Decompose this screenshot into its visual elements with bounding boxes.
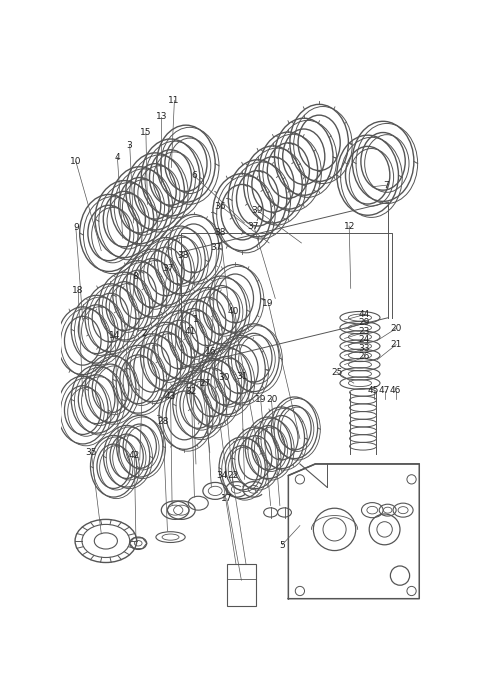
Text: 2: 2 — [142, 329, 147, 338]
Text: 4: 4 — [115, 152, 120, 161]
Text: 32: 32 — [186, 387, 197, 396]
Text: 22: 22 — [227, 471, 238, 480]
Text: 24: 24 — [359, 335, 370, 344]
Text: 37: 37 — [211, 243, 222, 252]
Text: 17: 17 — [221, 494, 232, 503]
Text: 36: 36 — [215, 201, 226, 210]
Text: 29: 29 — [359, 319, 370, 328]
Text: 8: 8 — [132, 273, 138, 282]
Text: 1: 1 — [192, 315, 198, 324]
Text: 34: 34 — [216, 471, 228, 480]
Text: 26: 26 — [359, 353, 370, 362]
Text: 25: 25 — [331, 368, 342, 377]
Text: 31: 31 — [236, 372, 247, 381]
Text: 19: 19 — [255, 395, 266, 404]
Text: 5: 5 — [279, 540, 285, 549]
Text: 37: 37 — [248, 221, 259, 230]
Text: 13: 13 — [156, 112, 167, 121]
Text: 39: 39 — [252, 206, 263, 215]
Text: 19: 19 — [263, 299, 274, 308]
Bar — [227, 564, 256, 607]
Text: 6: 6 — [192, 171, 197, 180]
Text: 38: 38 — [215, 228, 226, 237]
Text: 27: 27 — [200, 379, 211, 388]
Text: 41: 41 — [185, 327, 196, 336]
Text: 16: 16 — [205, 347, 216, 356]
Text: 7: 7 — [384, 181, 389, 190]
Text: 20: 20 — [390, 324, 401, 333]
Text: 47: 47 — [379, 386, 390, 395]
Text: 14: 14 — [109, 331, 120, 340]
Text: 30: 30 — [218, 373, 229, 382]
Text: 35: 35 — [86, 448, 97, 457]
Text: 38: 38 — [178, 251, 189, 260]
Text: 12: 12 — [344, 221, 355, 230]
Text: 18: 18 — [72, 286, 84, 295]
Text: 3: 3 — [127, 141, 132, 150]
Text: 44: 44 — [359, 310, 370, 319]
Text: 9: 9 — [73, 223, 79, 232]
Text: 20: 20 — [266, 395, 277, 404]
Text: 37: 37 — [163, 264, 174, 273]
Text: 23: 23 — [359, 327, 370, 336]
Text: 33: 33 — [359, 344, 370, 353]
Text: 42: 42 — [129, 451, 140, 460]
Text: 21: 21 — [390, 340, 401, 349]
Text: 43: 43 — [165, 392, 176, 401]
Text: 10: 10 — [70, 157, 82, 166]
Text: 11: 11 — [168, 96, 180, 105]
Text: 45: 45 — [368, 386, 379, 395]
Text: 28: 28 — [157, 417, 169, 426]
Text: 46: 46 — [390, 386, 401, 395]
Text: 15: 15 — [140, 128, 151, 137]
Text: 40: 40 — [228, 307, 239, 316]
